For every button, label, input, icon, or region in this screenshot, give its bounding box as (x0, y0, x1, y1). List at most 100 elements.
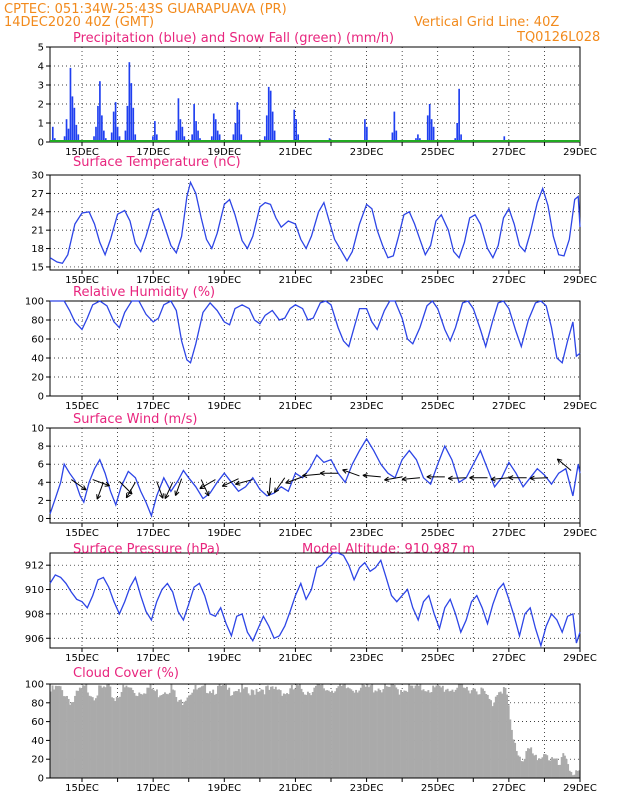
cloud-column (160, 695, 163, 778)
y-tick-label: 4 (38, 478, 44, 489)
cloud-column (152, 689, 155, 778)
cloud-column (271, 686, 274, 778)
precip-bar (97, 105, 99, 142)
cloud-column (218, 684, 221, 778)
wind-arrow-head (490, 476, 496, 482)
cloud-column (231, 695, 234, 778)
y-tick-label: 10 (31, 424, 44, 435)
cloud-column (305, 694, 308, 778)
cloud-column (531, 753, 534, 778)
plot-frame-outline (49, 683, 581, 779)
precip-bar (393, 111, 396, 142)
cloud-column (359, 687, 362, 778)
x-tick-label: 27DEC (492, 275, 526, 286)
precip-bar (197, 130, 199, 142)
cloud-column (422, 689, 425, 778)
cloud-column (310, 695, 313, 778)
cloud-column (459, 684, 462, 778)
cloud-column (539, 758, 542, 778)
cloud-column (165, 693, 168, 778)
wind-arrow (401, 477, 420, 480)
cloud-column (504, 687, 507, 778)
cloud-column (194, 684, 197, 778)
cloud-column (559, 764, 562, 778)
cloud-column (409, 685, 412, 778)
cloud-column (464, 688, 467, 778)
cloud-column (173, 690, 176, 778)
cloud-column (156, 689, 158, 778)
wind-arrow-head (362, 473, 368, 479)
cloud-column (364, 686, 367, 778)
cloud-column (67, 698, 70, 778)
x-tick-label: 15DEC (65, 528, 99, 539)
wind-arrow-head (384, 476, 390, 482)
precip-bar (273, 130, 276, 142)
wind-arrow (164, 482, 174, 499)
cloud-column (130, 687, 133, 778)
x-tick-label: 15DEC (65, 783, 99, 794)
cloud-column (50, 691, 52, 778)
precip-bar (267, 86, 270, 142)
cloud-column (175, 697, 178, 778)
x-tick-label: 15DEC (65, 401, 99, 412)
cloud-column (53, 689, 56, 778)
cloud-column (355, 689, 358, 778)
precip-bar (366, 126, 368, 142)
cloud-column (209, 691, 211, 778)
cloud-column (411, 685, 414, 778)
y-tick-label: 0 (38, 774, 44, 785)
cloud-column (498, 692, 500, 778)
x-tick-label: 23DEC (350, 275, 384, 286)
cloud-column (372, 692, 375, 778)
cloud-column (379, 690, 382, 778)
cloud-column (139, 693, 142, 778)
cloud-column (210, 692, 213, 778)
cloud-column (416, 684, 419, 778)
cloud-column (522, 761, 525, 778)
wind-arrow (342, 469, 360, 477)
cloud-column (290, 685, 293, 778)
cloud-column (123, 687, 126, 778)
cloud-column (255, 688, 258, 778)
x-tick-label: 23DEC (350, 783, 384, 794)
x-tick-label: 29DEC (563, 783, 597, 794)
cloud-column (229, 695, 232, 778)
wind-arrow-head (285, 479, 291, 485)
cloud-column (215, 693, 218, 778)
cloud-column (321, 684, 324, 778)
x-tick-label: 19DEC (207, 147, 241, 158)
plot-frame (49, 427, 581, 524)
cloud-column (331, 690, 333, 778)
panel-title: Surface Pressure (hPa) (73, 542, 220, 557)
x-tick-label: 21DEC (279, 783, 313, 794)
cloud-column (180, 699, 182, 778)
precip-bar (65, 119, 68, 142)
cloud-column (197, 687, 200, 778)
wind-arrow (200, 479, 210, 497)
cloud-column (536, 760, 539, 778)
precip-bar (417, 134, 419, 142)
cloud-column (535, 754, 537, 778)
cloud-column (342, 684, 345, 778)
cloud-column (562, 753, 565, 778)
cloud-column (488, 698, 491, 778)
cloud-column (162, 693, 165, 778)
wind-arrow-head (426, 474, 432, 480)
cloud-column (573, 774, 576, 778)
cloud-column (456, 687, 459, 778)
cloud-column (429, 692, 431, 778)
precip-bar (193, 104, 195, 142)
x-tick-label: 29DEC (563, 275, 597, 286)
cloud-column (440, 687, 443, 778)
cloud-column (412, 688, 415, 778)
wind-arrow (235, 479, 253, 485)
cloud-column (339, 684, 341, 778)
precip-bar (156, 134, 158, 142)
x-tick-label: 23DEC (350, 653, 384, 664)
cloud-column (109, 686, 112, 778)
cloud-column (204, 684, 207, 778)
cloud-column (323, 688, 325, 778)
x-tick-label: 23DEC (350, 147, 384, 158)
precip-bar (99, 81, 101, 142)
precip-bar (297, 134, 300, 142)
